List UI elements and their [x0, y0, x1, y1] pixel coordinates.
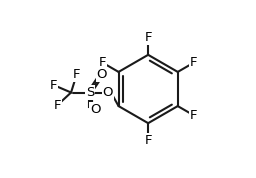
- Text: O: O: [97, 69, 107, 82]
- Text: F: F: [190, 109, 198, 122]
- Text: F: F: [99, 56, 106, 69]
- Text: O: O: [103, 86, 113, 99]
- Text: F: F: [50, 79, 58, 92]
- Text: F: F: [144, 31, 152, 44]
- Text: O: O: [90, 103, 101, 116]
- Text: F: F: [53, 99, 61, 112]
- Text: S: S: [86, 86, 94, 99]
- Text: F: F: [190, 56, 198, 69]
- Text: F: F: [144, 134, 152, 147]
- Text: F: F: [72, 68, 80, 81]
